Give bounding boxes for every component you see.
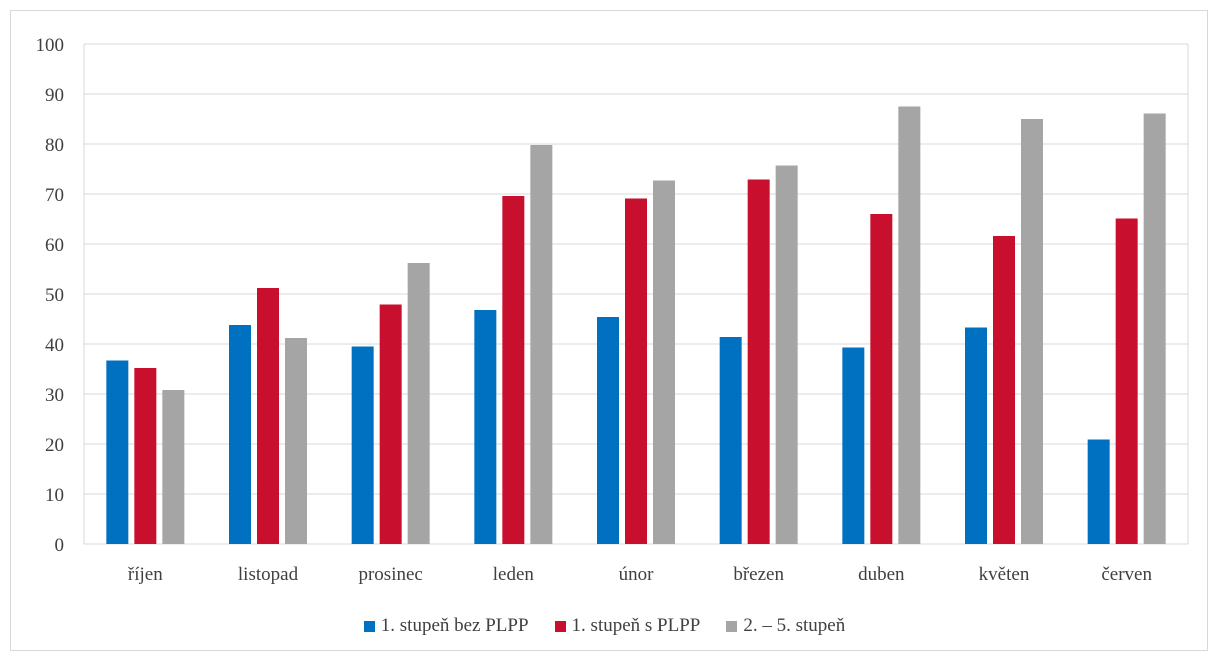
legend-label: 2. – 5. stupeň [743, 615, 846, 636]
bar-series-2 [502, 196, 525, 544]
x-axis-ticks: říjen listopad prosinec leden únor březen dube… [128, 564, 1153, 585]
legend-label: 1. stupeň s PLPP [571, 615, 701, 636]
bar-series-3 [1143, 113, 1166, 544]
x-tick-label: únor [619, 564, 655, 585]
bar-series-3 [530, 145, 553, 544]
y-tick-label: 0 [55, 535, 65, 556]
legend: 1. stupeň bez PLPP 1. stupeň s PLPP 2. – 5… [0, 611, 1209, 641]
bar-series-2 [1115, 218, 1138, 544]
bar-series-2 [625, 198, 647, 544]
bar-series-3 [775, 165, 798, 544]
y-axis-ticks: 0 10 20 30 40 50 60 70 80 90 100 [36, 35, 65, 556]
bar-series-3 [407, 263, 430, 544]
legend-item: 1. stupeň bez PLPP [363, 615, 529, 637]
bars [106, 106, 1166, 544]
bar-series-1 [597, 317, 619, 544]
x-tick-label: březen [733, 564, 784, 585]
bar-series-2 [134, 368, 157, 544]
x-tick-label: leden [493, 564, 535, 585]
y-tick-label: 100 [36, 35, 65, 56]
x-tick-label: listopad [238, 564, 299, 585]
bar-series-1 [965, 327, 987, 544]
legend-item: 2. – 5. stupeň [726, 615, 845, 637]
bar-series-3 [898, 106, 921, 544]
y-tick-label: 50 [45, 285, 64, 306]
legend-label: 1. stupeň bez PLPP [380, 615, 529, 636]
x-tick-label: prosinec [358, 564, 422, 585]
legend-swatch [363, 620, 375, 632]
x-tick-label: duben [858, 564, 905, 585]
y-tick-label: 30 [45, 385, 64, 406]
bar-series-1 [351, 346, 374, 544]
y-tick-label: 20 [45, 435, 64, 456]
bar-series-1 [229, 325, 251, 544]
x-tick-label: květen [979, 564, 1030, 585]
bar-series-2 [993, 236, 1015, 544]
y-tick-label: 60 [45, 235, 64, 256]
y-tick-label: 10 [45, 485, 64, 506]
bar-series-2 [870, 214, 893, 544]
bar-chart: 0 10 20 30 40 50 60 70 80 90 100 říjen listopad pros… [36, 35, 1189, 585]
y-tick-label: 90 [45, 85, 64, 106]
bar-series-2 [257, 288, 279, 544]
bar-series-1 [106, 360, 129, 544]
legend-item: 1. stupeň s PLPP [554, 615, 701, 637]
legend-swatch [554, 620, 566, 632]
bar-series-1 [719, 337, 742, 544]
legend-swatch [726, 620, 738, 632]
y-tick-label: 70 [45, 185, 64, 206]
bar-series-3 [285, 338, 307, 544]
bar-series-2 [379, 304, 402, 544]
bar-series-1 [1087, 439, 1110, 544]
bar-series-3 [162, 390, 185, 544]
bar-series-3 [1021, 119, 1043, 544]
bar-series-2 [747, 179, 770, 544]
bar-series-1 [474, 310, 497, 544]
x-tick-label: červen [1101, 564, 1152, 585]
bar-series-1 [842, 347, 865, 544]
y-tick-label: 80 [45, 135, 64, 156]
x-tick-label: říjen [128, 564, 163, 585]
y-tick-label: 40 [45, 335, 64, 356]
bar-series-3 [653, 180, 675, 544]
